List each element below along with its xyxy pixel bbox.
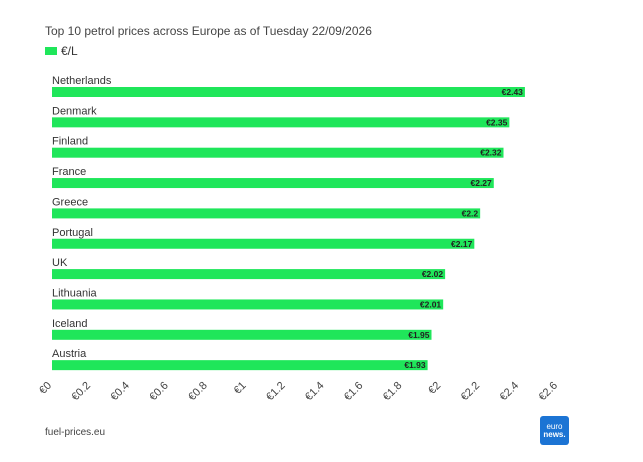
logo-text-top: euro: [546, 421, 563, 431]
data-label: €2.27: [470, 178, 492, 188]
data-label: €2.17: [451, 239, 473, 249]
bar[interactable]: [52, 269, 446, 280]
x-tick-label: €2: [426, 380, 443, 397]
legend-swatch: [45, 47, 57, 55]
chart-title: Top 10 petrol prices across Europe as of…: [45, 24, 372, 38]
source-label[interactable]: fuel-prices.eu: [45, 427, 106, 438]
bar[interactable]: [52, 329, 432, 340]
bar[interactable]: [52, 238, 475, 249]
logo-text-bottom: news.: [543, 429, 566, 439]
bar[interactable]: [52, 87, 525, 97]
x-tick-label: €2.2: [459, 380, 483, 404]
data-label: €2.32: [480, 148, 502, 158]
data-label: €2.35: [486, 117, 508, 127]
bar[interactable]: [52, 147, 504, 158]
bar[interactable]: [52, 360, 428, 371]
x-tick-label: €1.4: [303, 380, 327, 404]
x-tick-label: €2.4: [498, 380, 522, 404]
x-tick-label: €0.6: [147, 380, 171, 404]
data-label: €2.01: [420, 299, 442, 309]
category-label: Greece: [52, 196, 88, 208]
x-tick-label: €1.2: [264, 380, 288, 404]
bar[interactable]: [52, 208, 481, 219]
x-tick-label: €1.6: [342, 380, 366, 404]
data-label: €1.95: [408, 330, 430, 340]
legend-label: €/L: [61, 44, 78, 58]
category-label: UK: [52, 257, 68, 269]
category-label: Denmark: [52, 105, 97, 117]
bar[interactable]: [52, 178, 494, 189]
x-tick-label: €0: [37, 380, 54, 397]
data-label: €2.2: [462, 208, 479, 218]
data-label: €2.02: [422, 269, 444, 279]
bar[interactable]: [52, 299, 444, 310]
category-label: Netherlands: [52, 75, 112, 87]
x-tick-label: €0.8: [186, 380, 210, 404]
data-label: €1.93: [404, 360, 426, 370]
category-label: Finland: [52, 136, 88, 148]
x-tick-label: €0.4: [108, 380, 132, 404]
x-tick-label: €1.8: [381, 380, 405, 404]
category-label: France: [52, 166, 86, 178]
legend[interactable]: €/L: [45, 44, 78, 58]
category-label: Iceland: [52, 318, 87, 330]
category-label: Lithuania: [52, 287, 98, 299]
data-label: €2.43: [502, 87, 524, 97]
x-tick-label: €0.2: [69, 380, 93, 404]
x-tick-label: €1: [232, 380, 249, 397]
category-label: Portugal: [52, 227, 93, 239]
bar[interactable]: [52, 117, 510, 128]
category-label: Austria: [52, 348, 87, 360]
x-tick-label: €2.6: [536, 380, 560, 404]
euronews-logo: euro news.: [540, 416, 569, 445]
